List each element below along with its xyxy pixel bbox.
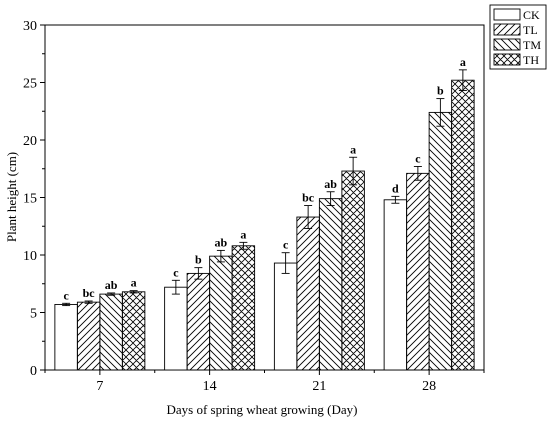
x-axis-title: Days of spring wheat growing (Day) [167, 402, 358, 417]
significance-label: ab [324, 177, 337, 191]
y-tick-label: 10 [23, 249, 37, 264]
legend-swatch-TH [493, 53, 521, 66]
significance-label: a [240, 227, 246, 241]
bar-TH-28 [451, 79, 475, 371]
bar-TH-7 [121, 291, 146, 371]
significance-label: c [173, 265, 179, 279]
legend-swatch-TL [493, 23, 521, 36]
x-tick-label: 28 [422, 379, 436, 394]
bar-TM-14 [209, 255, 233, 371]
bar-TL-21 [296, 216, 320, 371]
y-axis-title: Plant height (cm) [4, 152, 19, 242]
y-tick-label: 30 [23, 19, 37, 34]
error-bars [62, 69, 467, 307]
significance-label: c [283, 238, 289, 252]
bar-TL-28 [406, 172, 430, 371]
legend-swatch-TM [493, 38, 521, 51]
legend-label-CK: CK [523, 8, 540, 22]
significance-label: d [392, 181, 399, 195]
legend-label-TM: TM [523, 38, 541, 52]
legend-swatch-CK [493, 8, 521, 21]
bar-TM-7 [99, 293, 123, 371]
significance-label: a [460, 55, 466, 69]
x-tick-label: 21 [312, 379, 326, 394]
bar-CK-28 [383, 199, 408, 371]
significance-label: b [195, 253, 202, 267]
axes: 7 14 21 28 0 5 10 15 20 25 30 [23, 19, 485, 394]
bar-CK-7 [54, 304, 78, 371]
x-tick-label: 14 [203, 379, 217, 394]
bar-CK-14 [164, 286, 188, 371]
significance-label: bc [302, 191, 315, 205]
x-tick-label: 7 [96, 379, 103, 394]
bar-TH-21 [341, 170, 365, 371]
legend-label-TH: TH [523, 53, 539, 67]
bars [54, 79, 475, 371]
y-tick-label: 25 [23, 77, 37, 92]
bar-TL-14 [186, 272, 211, 371]
y-tick-label: 5 [30, 307, 37, 322]
significance-label: bc [83, 286, 96, 300]
significance-label: b [437, 84, 444, 98]
bar-TL-7 [76, 301, 101, 371]
y-tick-label: 20 [23, 134, 37, 149]
bar-CK-21 [273, 262, 298, 371]
bar-TM-21 [318, 198, 343, 371]
bar-TM-28 [428, 111, 453, 371]
legend-label-TL: TL [523, 23, 538, 37]
y-tick-label: 15 [23, 192, 37, 207]
significance-label: c [63, 288, 69, 302]
significance-label: a [350, 142, 356, 156]
bar-TH-14 [231, 245, 256, 371]
y-tick-label: 0 [30, 364, 37, 379]
significance-label: ab [215, 235, 228, 249]
significance-label: ab [105, 278, 118, 292]
significance-label: c [415, 151, 421, 165]
significance-label: a [131, 276, 137, 290]
